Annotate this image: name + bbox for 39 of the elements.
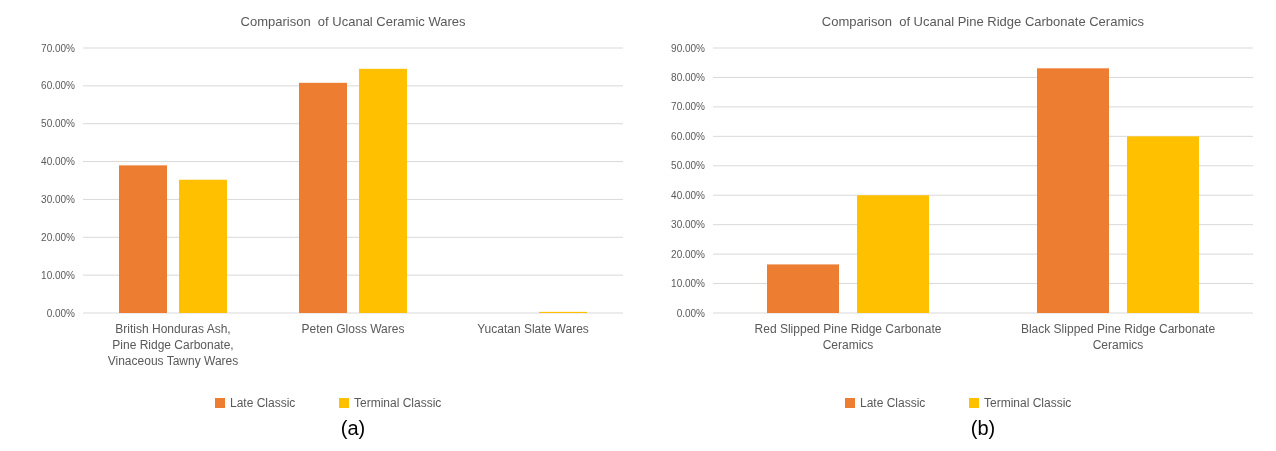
legend-label: Terminal Classic	[984, 396, 1072, 411]
x-tick-label: Red Slipped Pine Ridge Carbonate Ceramics	[754, 322, 942, 352]
bar	[767, 264, 839, 313]
text: (b)	[970, 417, 996, 439]
y-tick-label: 90.00%	[671, 42, 706, 54]
y-tick-label: 50.00%	[41, 118, 76, 130]
y-tick-label: 50.00%	[671, 160, 706, 172]
y-tick-label: 30.00%	[671, 219, 706, 231]
text: (a)	[340, 417, 366, 439]
bar	[1127, 136, 1199, 313]
y-tick-label: 10.00%	[671, 278, 706, 290]
y-tick-label: 20.00%	[671, 248, 706, 260]
y-tick-label: 20.00%	[41, 231, 76, 243]
y-tick-label: 60.00%	[671, 130, 706, 142]
bar	[119, 165, 167, 313]
y-tick-label: 70.00%	[671, 101, 706, 113]
x-tick-label: British Honduras Ash, Pine Ridge Carbonate, Vinaceous Tawny Wares	[107, 322, 239, 368]
x-tick-label: Yucatan Slate Wares	[477, 322, 589, 336]
legend-label: Terminal Classic	[354, 396, 442, 411]
y-tick-label: 0.00%	[46, 307, 76, 319]
y-tick-label: 70.00%	[41, 42, 76, 54]
legend-label: Late Classic	[860, 396, 926, 411]
y-tick-label: 10.00%	[41, 269, 76, 281]
y-tick-label: 40.00%	[41, 156, 76, 168]
chart-title: Comparison of Ucanal Pine Ridge Carbonate Ceramics	[821, 14, 1145, 29]
y-tick-label: 40.00%	[671, 189, 706, 201]
y-tick-label: 0.00%	[676, 307, 706, 319]
y-tick-label: 80.00%	[671, 71, 706, 83]
bar	[857, 195, 929, 313]
x-tick-label: Black Slipped Pine Ridge Carbonate Ceramics	[1020, 322, 1216, 352]
bar	[359, 68, 407, 313]
bar	[299, 82, 347, 313]
y-tick-label: 30.00%	[41, 193, 76, 205]
chart-title: Comparison of Ucanal Ceramic Wares	[240, 14, 466, 29]
legend-label: Late Classic	[230, 396, 296, 411]
x-tick-label: Peten Gloss Wares	[301, 322, 405, 336]
y-tick-label: 60.00%	[41, 80, 76, 92]
bar	[179, 179, 227, 313]
bar	[1037, 68, 1109, 313]
